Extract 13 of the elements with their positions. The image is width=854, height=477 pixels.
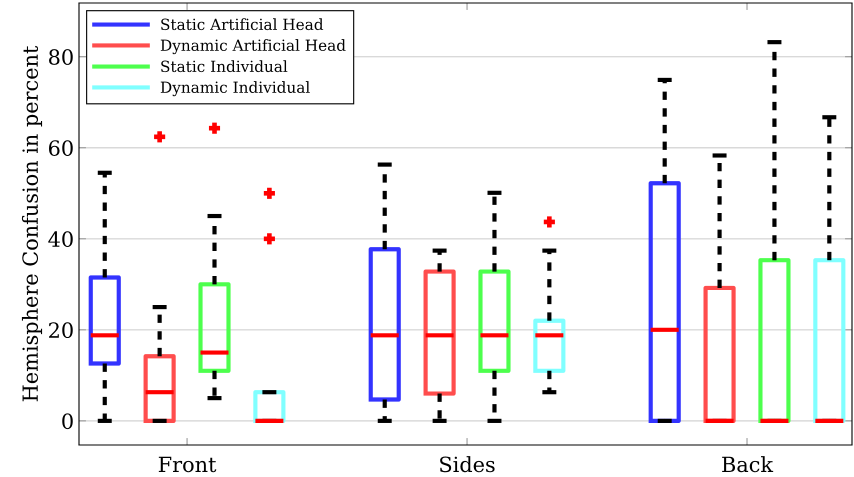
y-axis-title: Hemisphere Confusion in percent	[22, 46, 42, 402]
legend-label: Static Individual	[161, 60, 288, 72]
y-tick-label: 0	[62, 413, 73, 430]
y-tick-label: 80	[49, 49, 73, 65]
legend-label: Dynamic Individual	[160, 81, 310, 96]
legend-label: Static Artificial Head	[161, 18, 324, 30]
y-tick-label: 20	[49, 322, 73, 338]
x-tick-label: Back	[722, 456, 774, 472]
y-tick-label: 40	[48, 231, 73, 248]
y-tick-label: 60	[49, 140, 73, 156]
x-tick-label: Front	[158, 456, 216, 472]
legend-label: Dynamic Artificial Head	[160, 39, 346, 54]
x-tick-label: Sides	[440, 456, 495, 472]
